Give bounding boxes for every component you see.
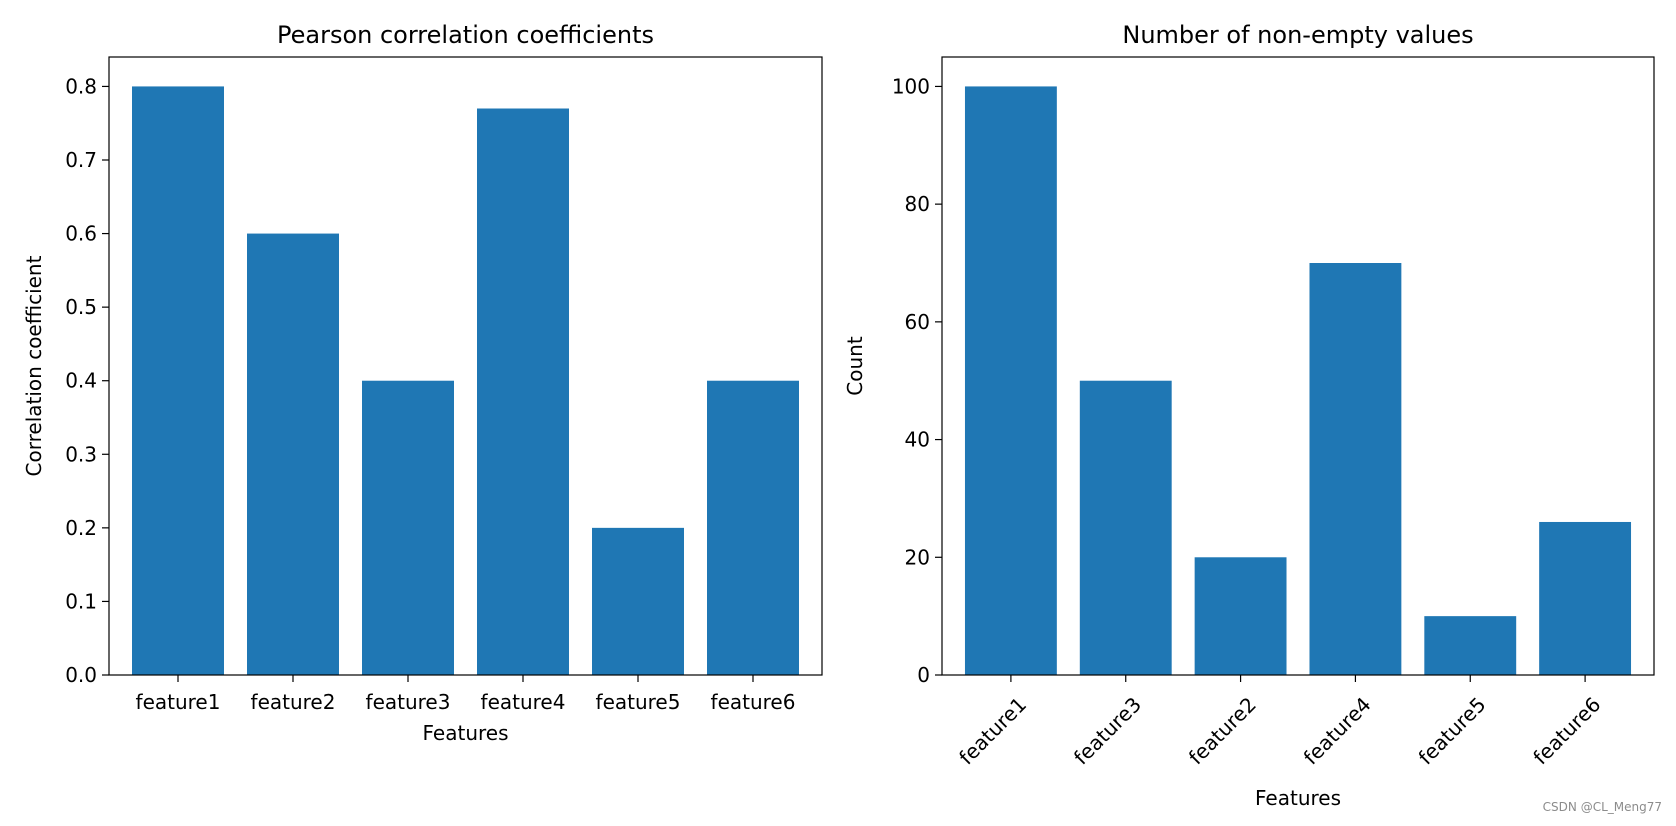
x-tick-label: feature3 (366, 690, 451, 714)
bar-feature2 (1194, 557, 1287, 675)
x-tick-label: feature6 (711, 690, 796, 714)
y-tick-label: 0 (917, 663, 930, 687)
bar-feature6 (707, 380, 799, 675)
axes-frame (941, 56, 1655, 676)
bar-feature6 (1539, 521, 1632, 675)
bar-feature1 (132, 86, 224, 675)
y-axis-label: Count (843, 336, 867, 396)
y-axis-label: Correlation coefficient (22, 255, 46, 476)
x-tick-label: feature3 (1069, 692, 1146, 769)
axes-frame (108, 56, 823, 676)
y-tick-label: 0.5 (65, 295, 97, 319)
x-tick-label: feature4 (1299, 692, 1376, 769)
x-tick-label: feature6 (1528, 692, 1605, 769)
y-tick-label: 0.2 (65, 516, 97, 540)
chart-title: Number of non-empty values (1122, 21, 1473, 49)
x-tick-label: feature2 (251, 690, 336, 714)
x-tick-label: feature1 (954, 692, 1031, 769)
y-tick-label: 0.3 (65, 442, 97, 466)
y-tick-label: 20 (905, 545, 930, 569)
x-tick-label: feature5 (1414, 692, 1491, 769)
bar-feature4 (477, 108, 569, 675)
y-tick-label: 40 (905, 428, 930, 452)
y-tick-label: 80 (905, 192, 930, 216)
y-tick-label: 60 (905, 310, 930, 334)
bar-feature1 (964, 86, 1057, 675)
y-tick-label: 0.7 (65, 148, 97, 172)
y-tick-label: 0.1 (65, 589, 97, 613)
bar-feature4 (1309, 263, 1402, 675)
x-tick-label: feature1 (136, 690, 221, 714)
chart-title: Pearson correlation coefficients (277, 21, 654, 49)
correlation-chart: 0.0 0.1 0.2 0.3 0.4 0.5 0.6 0.7 0.8 feature1 featu… (22, 21, 823, 745)
y-tick-label: 100 (892, 74, 930, 98)
bar-feature2 (247, 233, 339, 676)
y-tick-label: 0.6 (65, 222, 97, 246)
x-tick-label: feature4 (481, 690, 566, 714)
y-tick-label: 0.0 (65, 663, 97, 687)
bar-feature3 (1079, 380, 1172, 675)
y-tick-label: 0.4 (65, 369, 97, 393)
watermark: CSDN @CL_Meng77 (1542, 800, 1662, 814)
x-axis-label: Features (423, 721, 509, 745)
y-tick-label: 0.8 (65, 74, 97, 98)
bar-feature3 (362, 380, 454, 675)
bar-feature5 (592, 527, 684, 675)
x-axis-label: Features (1255, 786, 1341, 810)
bar-feature5 (1424, 616, 1517, 675)
count-chart: 0 20 40 60 80 100 feature1 feature3 feature2 feat… (843, 21, 1655, 810)
x-tick-label: feature2 (1184, 692, 1261, 769)
x-tick-label: feature5 (596, 690, 681, 714)
